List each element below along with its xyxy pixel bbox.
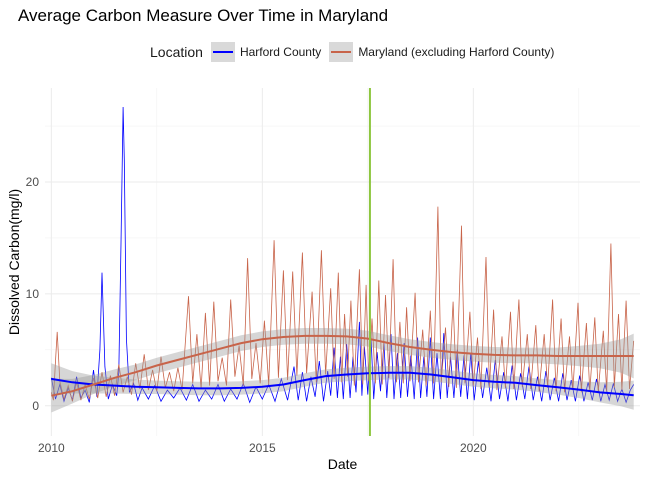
y-axis-title: Dissolved Carbon(mg/l): [6, 189, 22, 335]
legend-label-maryland: Maryland (excluding Harford County): [358, 45, 555, 59]
smooth-line-maryland: [51, 334, 634, 397]
legend-key-harford: [210, 42, 235, 62]
smooth-line-harford: [51, 371, 634, 397]
confidence-band-maryland: [51, 328, 634, 413]
confidence-band-harford: [51, 363, 634, 410]
legend-key-maryland: [329, 42, 354, 62]
x-axis-title: Date: [328, 456, 358, 472]
legend-item-harford: Harford County: [210, 42, 322, 62]
legend-title: Location: [150, 44, 203, 60]
y-tick-label: 0: [32, 399, 39, 413]
series-line-maryland: [50, 206, 635, 402]
legend: Location Harford County Maryland (exclud…: [150, 40, 562, 64]
x-tick-label: 2010: [38, 441, 65, 455]
y-tick-label: 10: [26, 287, 40, 301]
x-tick-label: 2015: [249, 441, 276, 455]
x-tick-label: 2020: [460, 441, 487, 455]
legend-item-maryland: Maryland (excluding Harford County): [329, 42, 554, 62]
y-tick-label: 20: [26, 175, 40, 189]
legend-label-harford: Harford County: [239, 45, 322, 59]
chart-title: Average Carbon Measure Over Time in Mary…: [18, 6, 389, 25]
series-line-harford: [50, 106, 635, 404]
